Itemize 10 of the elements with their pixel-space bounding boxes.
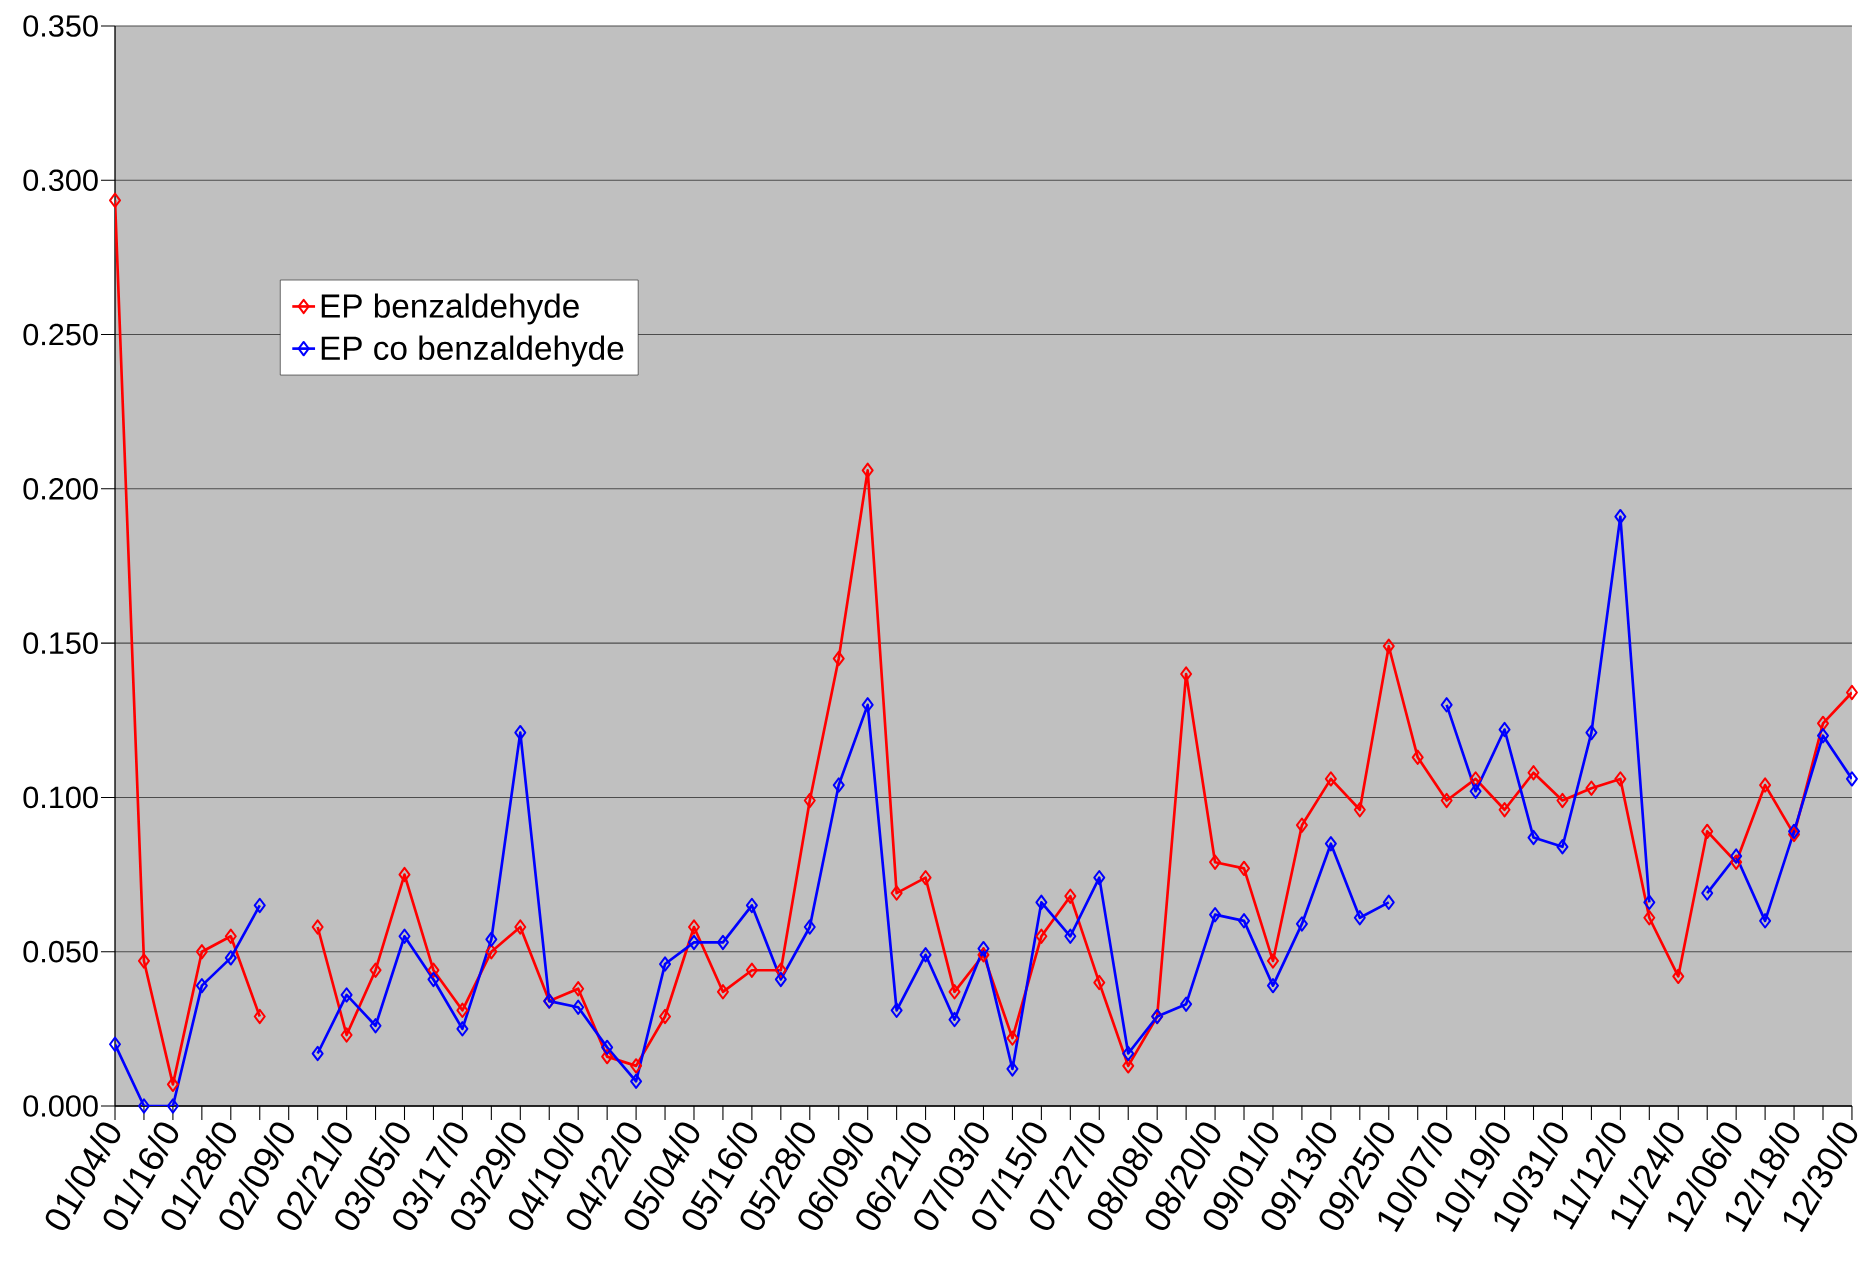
y-tick-label: 0.350 [23, 15, 98, 37]
y-tick-label: 0.050 [23, 940, 98, 963]
y-tick-label: 0.100 [23, 786, 98, 809]
y-tick-label: 0.200 [23, 477, 98, 500]
legend-label: EP co benzaldehyde [321, 335, 624, 367]
y-tick-label: 0.250 [23, 323, 98, 346]
y-tick-label: 0.000 [23, 1095, 98, 1117]
y-tick-label: 0.300 [23, 169, 98, 192]
y-tick-label: 0.150 [23, 632, 98, 654]
legend-label: EP benzaldehyde [321, 293, 579, 325]
